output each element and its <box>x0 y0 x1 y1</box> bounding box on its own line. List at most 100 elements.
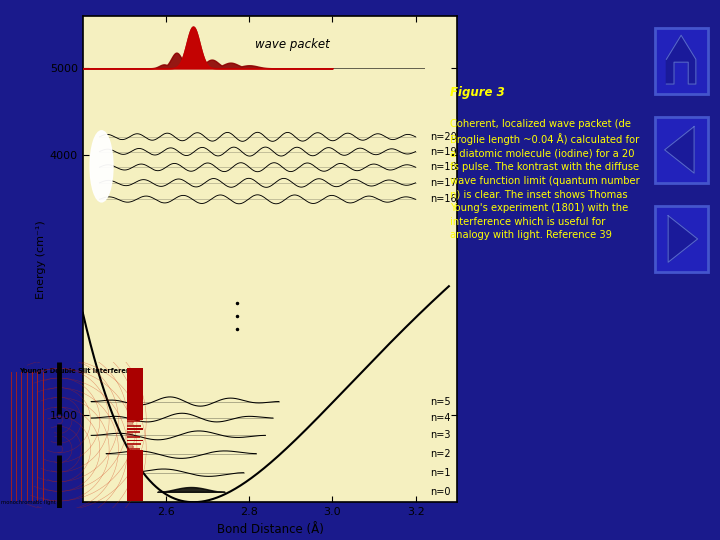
Bar <box>127 376 143 379</box>
Bar <box>127 471 143 473</box>
Bar <box>127 398 143 400</box>
Bar <box>127 428 143 430</box>
Bar <box>127 458 143 460</box>
Bar <box>127 463 143 465</box>
Bar <box>127 418 143 420</box>
Bar <box>127 468 143 470</box>
Text: n=4: n=4 <box>430 413 451 423</box>
Text: Young's Double Slit Interference: Young's Double Slit Interference <box>19 368 139 374</box>
Bar <box>127 410 143 411</box>
Polygon shape <box>665 126 694 173</box>
Bar <box>127 370 143 372</box>
Text: Figure 3: Figure 3 <box>450 86 505 99</box>
Text: n=5: n=5 <box>430 396 451 407</box>
Bar <box>127 460 143 461</box>
Bar <box>127 372 143 373</box>
Bar <box>127 496 143 498</box>
Text: Coherent, localized wave packet (de
Broglie length ~0.04 Å) calculated for
a dia: Coherent, localized wave packet (de Brog… <box>450 119 640 240</box>
Bar <box>127 387 143 388</box>
Bar <box>127 444 132 447</box>
Text: monochromatic light: monochromatic light <box>1 501 55 505</box>
Y-axis label: Energy (cm⁻¹): Energy (cm⁻¹) <box>36 220 45 299</box>
Text: n=0: n=0 <box>430 487 451 497</box>
Bar <box>127 486 143 488</box>
Bar <box>127 475 143 476</box>
Text: n=17: n=17 <box>430 178 457 188</box>
Bar <box>127 424 140 427</box>
Bar <box>127 416 143 418</box>
Bar <box>127 413 143 415</box>
Bar <box>127 488 143 490</box>
Polygon shape <box>667 35 696 84</box>
FancyBboxPatch shape <box>654 206 708 272</box>
FancyBboxPatch shape <box>654 28 708 93</box>
Text: n=2: n=2 <box>430 449 451 458</box>
Bar <box>127 455 143 456</box>
Text: n=16: n=16 <box>430 194 456 204</box>
Bar <box>127 481 143 483</box>
Bar <box>127 491 143 493</box>
Text: wave packet: wave packet <box>256 38 330 51</box>
Bar <box>127 476 143 478</box>
Bar <box>127 385 143 387</box>
Text: n=1: n=1 <box>430 468 451 478</box>
Ellipse shape <box>90 131 113 202</box>
Bar <box>127 431 140 433</box>
Bar <box>127 380 143 382</box>
Bar <box>127 451 143 453</box>
Bar <box>127 373 143 375</box>
Bar <box>127 483 143 484</box>
Bar <box>127 464 143 467</box>
Bar <box>127 500 143 501</box>
Bar <box>127 420 140 422</box>
Bar <box>127 383 143 385</box>
Bar <box>127 473 143 475</box>
Bar <box>127 375 143 377</box>
Text: n=19: n=19 <box>430 146 456 157</box>
Bar <box>127 406 143 408</box>
FancyBboxPatch shape <box>654 117 708 183</box>
Bar <box>127 401 143 403</box>
Bar <box>127 388 143 390</box>
Bar <box>127 368 143 370</box>
Bar <box>127 440 143 442</box>
Bar <box>127 435 133 436</box>
Bar <box>127 408 143 410</box>
Bar <box>127 449 143 451</box>
Bar <box>127 466 143 468</box>
Bar <box>127 395 143 396</box>
Bar <box>127 443 140 445</box>
Bar <box>127 390 143 392</box>
Bar <box>127 415 143 416</box>
Bar <box>127 403 143 405</box>
Bar <box>127 456 143 458</box>
Bar <box>127 461 143 463</box>
Bar <box>127 381 143 383</box>
Bar <box>127 423 132 425</box>
Text: n=20: n=20 <box>430 132 457 142</box>
Bar <box>127 495 143 496</box>
Bar <box>127 393 143 395</box>
Bar <box>127 498 143 500</box>
Bar <box>127 436 140 438</box>
Polygon shape <box>668 215 698 262</box>
Bar <box>127 469 143 471</box>
Bar <box>127 396 143 399</box>
Bar <box>127 453 143 455</box>
Bar <box>127 484 143 487</box>
Bar <box>127 400 143 402</box>
Bar <box>127 478 143 480</box>
Text: n=3: n=3 <box>430 430 451 441</box>
Bar <box>127 492 143 495</box>
Text: n=18: n=18 <box>430 162 456 172</box>
X-axis label: Bond Distance (Å): Bond Distance (Å) <box>217 523 323 536</box>
Bar <box>127 404 143 407</box>
Bar <box>127 378 143 380</box>
Bar <box>127 480 143 481</box>
Bar <box>127 448 140 450</box>
Bar <box>127 411 143 413</box>
Bar <box>127 421 134 423</box>
Bar <box>127 392 143 393</box>
Bar <box>127 433 133 435</box>
Bar <box>127 446 134 448</box>
